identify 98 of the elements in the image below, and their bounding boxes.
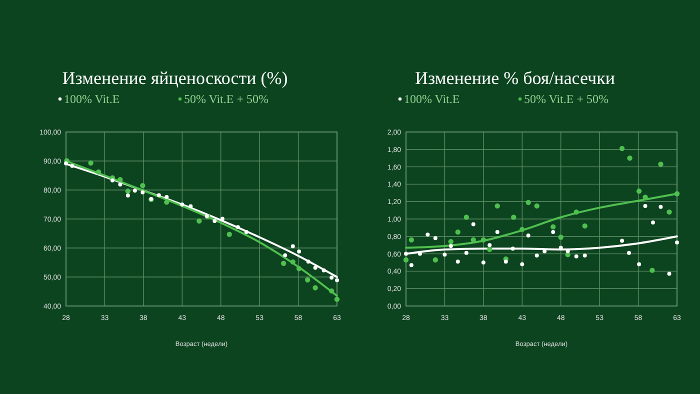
point bbox=[313, 266, 318, 270]
point bbox=[526, 200, 531, 206]
point bbox=[658, 162, 664, 167]
point bbox=[658, 204, 663, 209]
point bbox=[125, 188, 131, 194]
point bbox=[455, 229, 460, 235]
legend-label: 100% Vit.E bbox=[404, 92, 460, 106]
point bbox=[212, 219, 217, 224]
point bbox=[322, 268, 326, 272]
point bbox=[236, 225, 240, 230]
point bbox=[650, 220, 655, 224]
point bbox=[471, 222, 476, 226]
point bbox=[526, 234, 530, 238]
point bbox=[64, 161, 68, 166]
point bbox=[188, 204, 193, 208]
point bbox=[196, 218, 202, 224]
point bbox=[488, 243, 492, 248]
point bbox=[534, 254, 539, 258]
line-series bbox=[405, 235, 678, 255]
legend-label: 50% Vit.E + 50% bbox=[184, 92, 268, 106]
point bbox=[456, 260, 460, 264]
point bbox=[520, 262, 524, 266]
point bbox=[244, 230, 248, 234]
point bbox=[70, 164, 74, 168]
point bbox=[226, 232, 232, 237]
legend-label: 100% Vit.E bbox=[64, 92, 120, 106]
point bbox=[495, 230, 500, 234]
point bbox=[574, 254, 578, 258]
point bbox=[408, 237, 414, 242]
point bbox=[464, 214, 469, 220]
point bbox=[126, 194, 130, 198]
point bbox=[674, 191, 680, 196]
point bbox=[110, 178, 114, 182]
point bbox=[156, 193, 161, 198]
point bbox=[140, 190, 145, 194]
point bbox=[164, 194, 169, 199]
point bbox=[582, 254, 587, 258]
point bbox=[448, 239, 454, 244]
point bbox=[220, 216, 224, 221]
chart-title: Изменение яйценоскости (%) bbox=[62, 68, 288, 88]
point bbox=[637, 262, 642, 266]
point bbox=[426, 232, 430, 237]
point bbox=[582, 223, 588, 229]
point bbox=[667, 272, 672, 276]
point bbox=[88, 160, 94, 166]
chart-title: Изменение % боя/насечки bbox=[414, 68, 616, 88]
point bbox=[409, 263, 414, 268]
point bbox=[520, 226, 525, 232]
point bbox=[487, 246, 492, 252]
point bbox=[403, 257, 409, 262]
point bbox=[442, 252, 447, 257]
point bbox=[164, 200, 170, 205]
point bbox=[290, 244, 295, 248]
point bbox=[132, 188, 137, 193]
point bbox=[296, 266, 302, 272]
point bbox=[433, 236, 438, 240]
point bbox=[675, 240, 679, 244]
point bbox=[335, 278, 339, 282]
point bbox=[118, 176, 123, 182]
point bbox=[494, 203, 500, 209]
point bbox=[470, 237, 476, 242]
point bbox=[574, 209, 579, 215]
point bbox=[627, 156, 632, 161]
point bbox=[448, 244, 453, 248]
point bbox=[504, 260, 508, 264]
point bbox=[304, 277, 310, 282]
legend-label: 50% Vit.E + 50% bbox=[524, 92, 608, 106]
point bbox=[328, 288, 334, 294]
point bbox=[480, 237, 486, 242]
point bbox=[550, 224, 556, 230]
point bbox=[481, 260, 486, 264]
point bbox=[558, 234, 564, 240]
point bbox=[334, 296, 340, 302]
point bbox=[280, 260, 286, 266]
point bbox=[283, 253, 288, 258]
point bbox=[643, 204, 648, 208]
point bbox=[464, 250, 468, 255]
point bbox=[180, 202, 184, 206]
point bbox=[511, 214, 516, 220]
point bbox=[297, 249, 302, 254]
point bbox=[650, 268, 655, 273]
point bbox=[404, 252, 408, 256]
point bbox=[118, 182, 122, 186]
point bbox=[626, 250, 631, 255]
point bbox=[306, 260, 310, 264]
point bbox=[330, 276, 334, 280]
point bbox=[140, 183, 146, 188]
point bbox=[312, 285, 318, 290]
point bbox=[534, 203, 540, 209]
point bbox=[432, 257, 438, 262]
point bbox=[636, 188, 642, 194]
point bbox=[290, 259, 296, 265]
point bbox=[666, 209, 672, 215]
point bbox=[510, 246, 515, 251]
point bbox=[96, 169, 102, 175]
point bbox=[551, 230, 556, 234]
point bbox=[619, 146, 625, 152]
point bbox=[620, 238, 624, 243]
